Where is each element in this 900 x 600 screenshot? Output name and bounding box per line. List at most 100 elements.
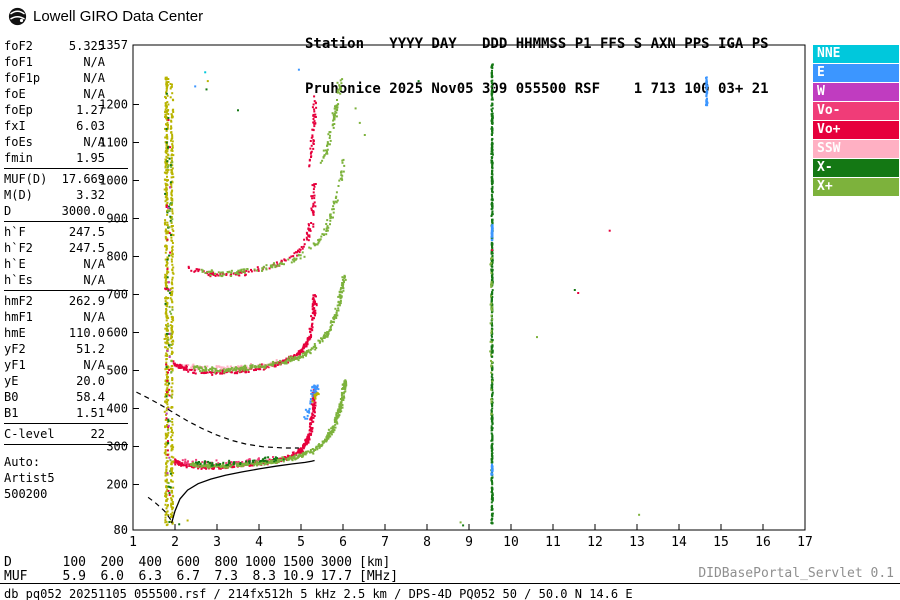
param-label: foF2 <box>4 39 33 53</box>
param-row: D 3000.0 <box>4 203 105 219</box>
auto-scaler-name: Artist5 <box>4 471 55 485</box>
dmuf-value: 200 <box>100 555 124 570</box>
legend-item: SSW <box>813 140 899 158</box>
param-row: B0 58.4 <box>4 389 105 405</box>
x-tick-label: 13 <box>629 535 645 550</box>
param-group: C-level 22 <box>4 424 128 445</box>
dmuf-row: D 100 200 400 600 800 1000 1500 3000 [km] <box>4 556 398 570</box>
param-value: 1.51 <box>76 406 105 420</box>
param-group: MUF(D) 17.669 M(D) 3.32 D 3000.0 <box>4 169 128 222</box>
dmuf-value: 7.3 <box>214 569 238 584</box>
auto-scaler-version: 500200 <box>4 487 48 501</box>
param-label: hmF1 <box>4 310 33 324</box>
x-tick-label: 2 <box>171 535 179 550</box>
x-tick-label: 9 <box>465 535 473 550</box>
param-value: 3000.0 <box>61 204 105 218</box>
x-tick-label: 5 <box>297 535 305 550</box>
param-value: 262.9 <box>68 294 105 308</box>
param-value: N/A <box>83 71 105 85</box>
param-row: foF1p N/A <box>4 70 105 86</box>
param-row: fxI 6.03 <box>4 118 105 134</box>
param-row: yF1 N/A <box>4 357 105 373</box>
dmuf-value: 1500 <box>282 555 314 570</box>
param-label: yE <box>4 374 19 388</box>
x-tick-label: 12 <box>587 535 603 550</box>
legend-item: X- <box>813 159 899 177</box>
x-tick-label: 8 <box>423 535 431 550</box>
legend-item: E <box>813 64 899 82</box>
x-tick-label: 3 <box>213 535 221 550</box>
x-tick-label: 10 <box>503 535 519 550</box>
param-value: 1.95 <box>76 151 105 165</box>
x-tick-label: 14 <box>671 535 687 550</box>
param-group: foF2 5.325 foF1 N/A foF1p N/A foE N/A foEp 1.27 fx… <box>4 36 128 169</box>
x-tick-label: 16 <box>755 535 771 550</box>
param-value: 110.0 <box>68 326 105 340</box>
dmuf-value: 6.7 <box>176 569 200 584</box>
param-row: foF2 5.325 <box>4 38 105 54</box>
dmuf-table: D 100 200 400 600 800 1000 1500 3000 [km] MUF 5.9 6.… <box>4 556 398 584</box>
param-label: MUF(D) <box>4 172 48 186</box>
param-row: B1 1.51 <box>4 405 105 421</box>
station-header-values: Pruhonice 2025 Nov05 309 055500 RSF 1 71… <box>305 81 769 97</box>
giro-logo-icon <box>8 7 27 26</box>
param-value: 247.5 <box>68 241 105 255</box>
param-label: foEp <box>4 103 33 117</box>
legend-item: Vo+ <box>813 121 899 139</box>
dmuf-value: 17.7 <box>320 569 352 584</box>
param-groups: foF2 5.325 foF1 N/A foF1p N/A foE N/A foEp 1.27 fx… <box>4 36 128 445</box>
legend: NNE E W Vo- Vo+ SSW X- X+ <box>813 45 899 197</box>
dmuf-value: 10.9 <box>282 569 314 584</box>
dmuf-value: 100 <box>62 555 86 570</box>
x-tick-label: 11 <box>545 535 561 550</box>
param-label: h`F2 <box>4 241 33 255</box>
profile-curve-dashed <box>147 496 173 522</box>
param-value: 1.27 <box>76 103 105 117</box>
profile-curve-dashed <box>136 391 299 449</box>
param-label: D <box>4 204 12 218</box>
dmuf-value: 1000 <box>244 555 276 570</box>
dmuf-value: 5.9 <box>62 569 86 584</box>
param-label: yF2 <box>4 342 26 356</box>
param-value: 22 <box>90 427 105 441</box>
param-row: MUF(D) 17.669 <box>4 171 105 187</box>
dmuf-row-label: D <box>4 555 12 570</box>
legend-item: W <box>813 83 899 101</box>
param-panel: foF2 5.325 foF1 N/A foF1p N/A foE N/A foEp 1.27 fx… <box>4 36 128 502</box>
param-row: yF2 51.2 <box>4 341 105 357</box>
param-value: 247.5 <box>68 225 105 239</box>
x-tick-label: 1 <box>129 535 137 550</box>
auto-label: Auto: <box>4 455 41 469</box>
profile-curve-solid <box>170 459 315 524</box>
x-tick-label: 17 <box>797 535 813 550</box>
param-label: h`Es <box>4 273 33 287</box>
param-label: foE <box>4 87 26 101</box>
dmuf-row: MUF 5.9 6.0 6.3 6.7 7.3 8.3 10.9 17.7 [MHz] <box>4 570 398 584</box>
dmuf-value: 3000 <box>320 555 352 570</box>
dmuf-value: 600 <box>176 555 200 570</box>
param-value: 17.669 <box>61 172 105 186</box>
x-tick-label: 15 <box>713 535 729 550</box>
param-row: fmin 1.95 <box>4 150 105 166</box>
param-value: N/A <box>83 273 105 287</box>
param-row: h`Es N/A <box>4 272 105 288</box>
param-row: yE 20.0 <box>4 373 105 389</box>
param-label: foEs <box>4 135 33 149</box>
dmuf-value: 800 <box>214 555 238 570</box>
auto-block: Auto: Artist5 500200 <box>4 454 128 502</box>
footer-divider <box>0 583 900 584</box>
dmuf-value: 6.3 <box>138 569 162 584</box>
x-tick-label: 6 <box>339 535 347 550</box>
legend-item: NNE <box>813 45 899 63</box>
param-row: hmF1 N/A <box>4 309 105 325</box>
param-row: h`E N/A <box>4 256 105 272</box>
param-label: hmE <box>4 326 26 340</box>
param-value: 6.03 <box>76 119 105 133</box>
dmuf-value: 8.3 <box>252 569 276 584</box>
param-value: N/A <box>83 87 105 101</box>
dmuf-value: 400 <box>138 555 162 570</box>
giro-logo-text: Lowell GIRO Data Center <box>33 8 204 25</box>
param-value: 58.4 <box>76 390 105 404</box>
param-row: hmF2 262.9 <box>4 293 105 309</box>
